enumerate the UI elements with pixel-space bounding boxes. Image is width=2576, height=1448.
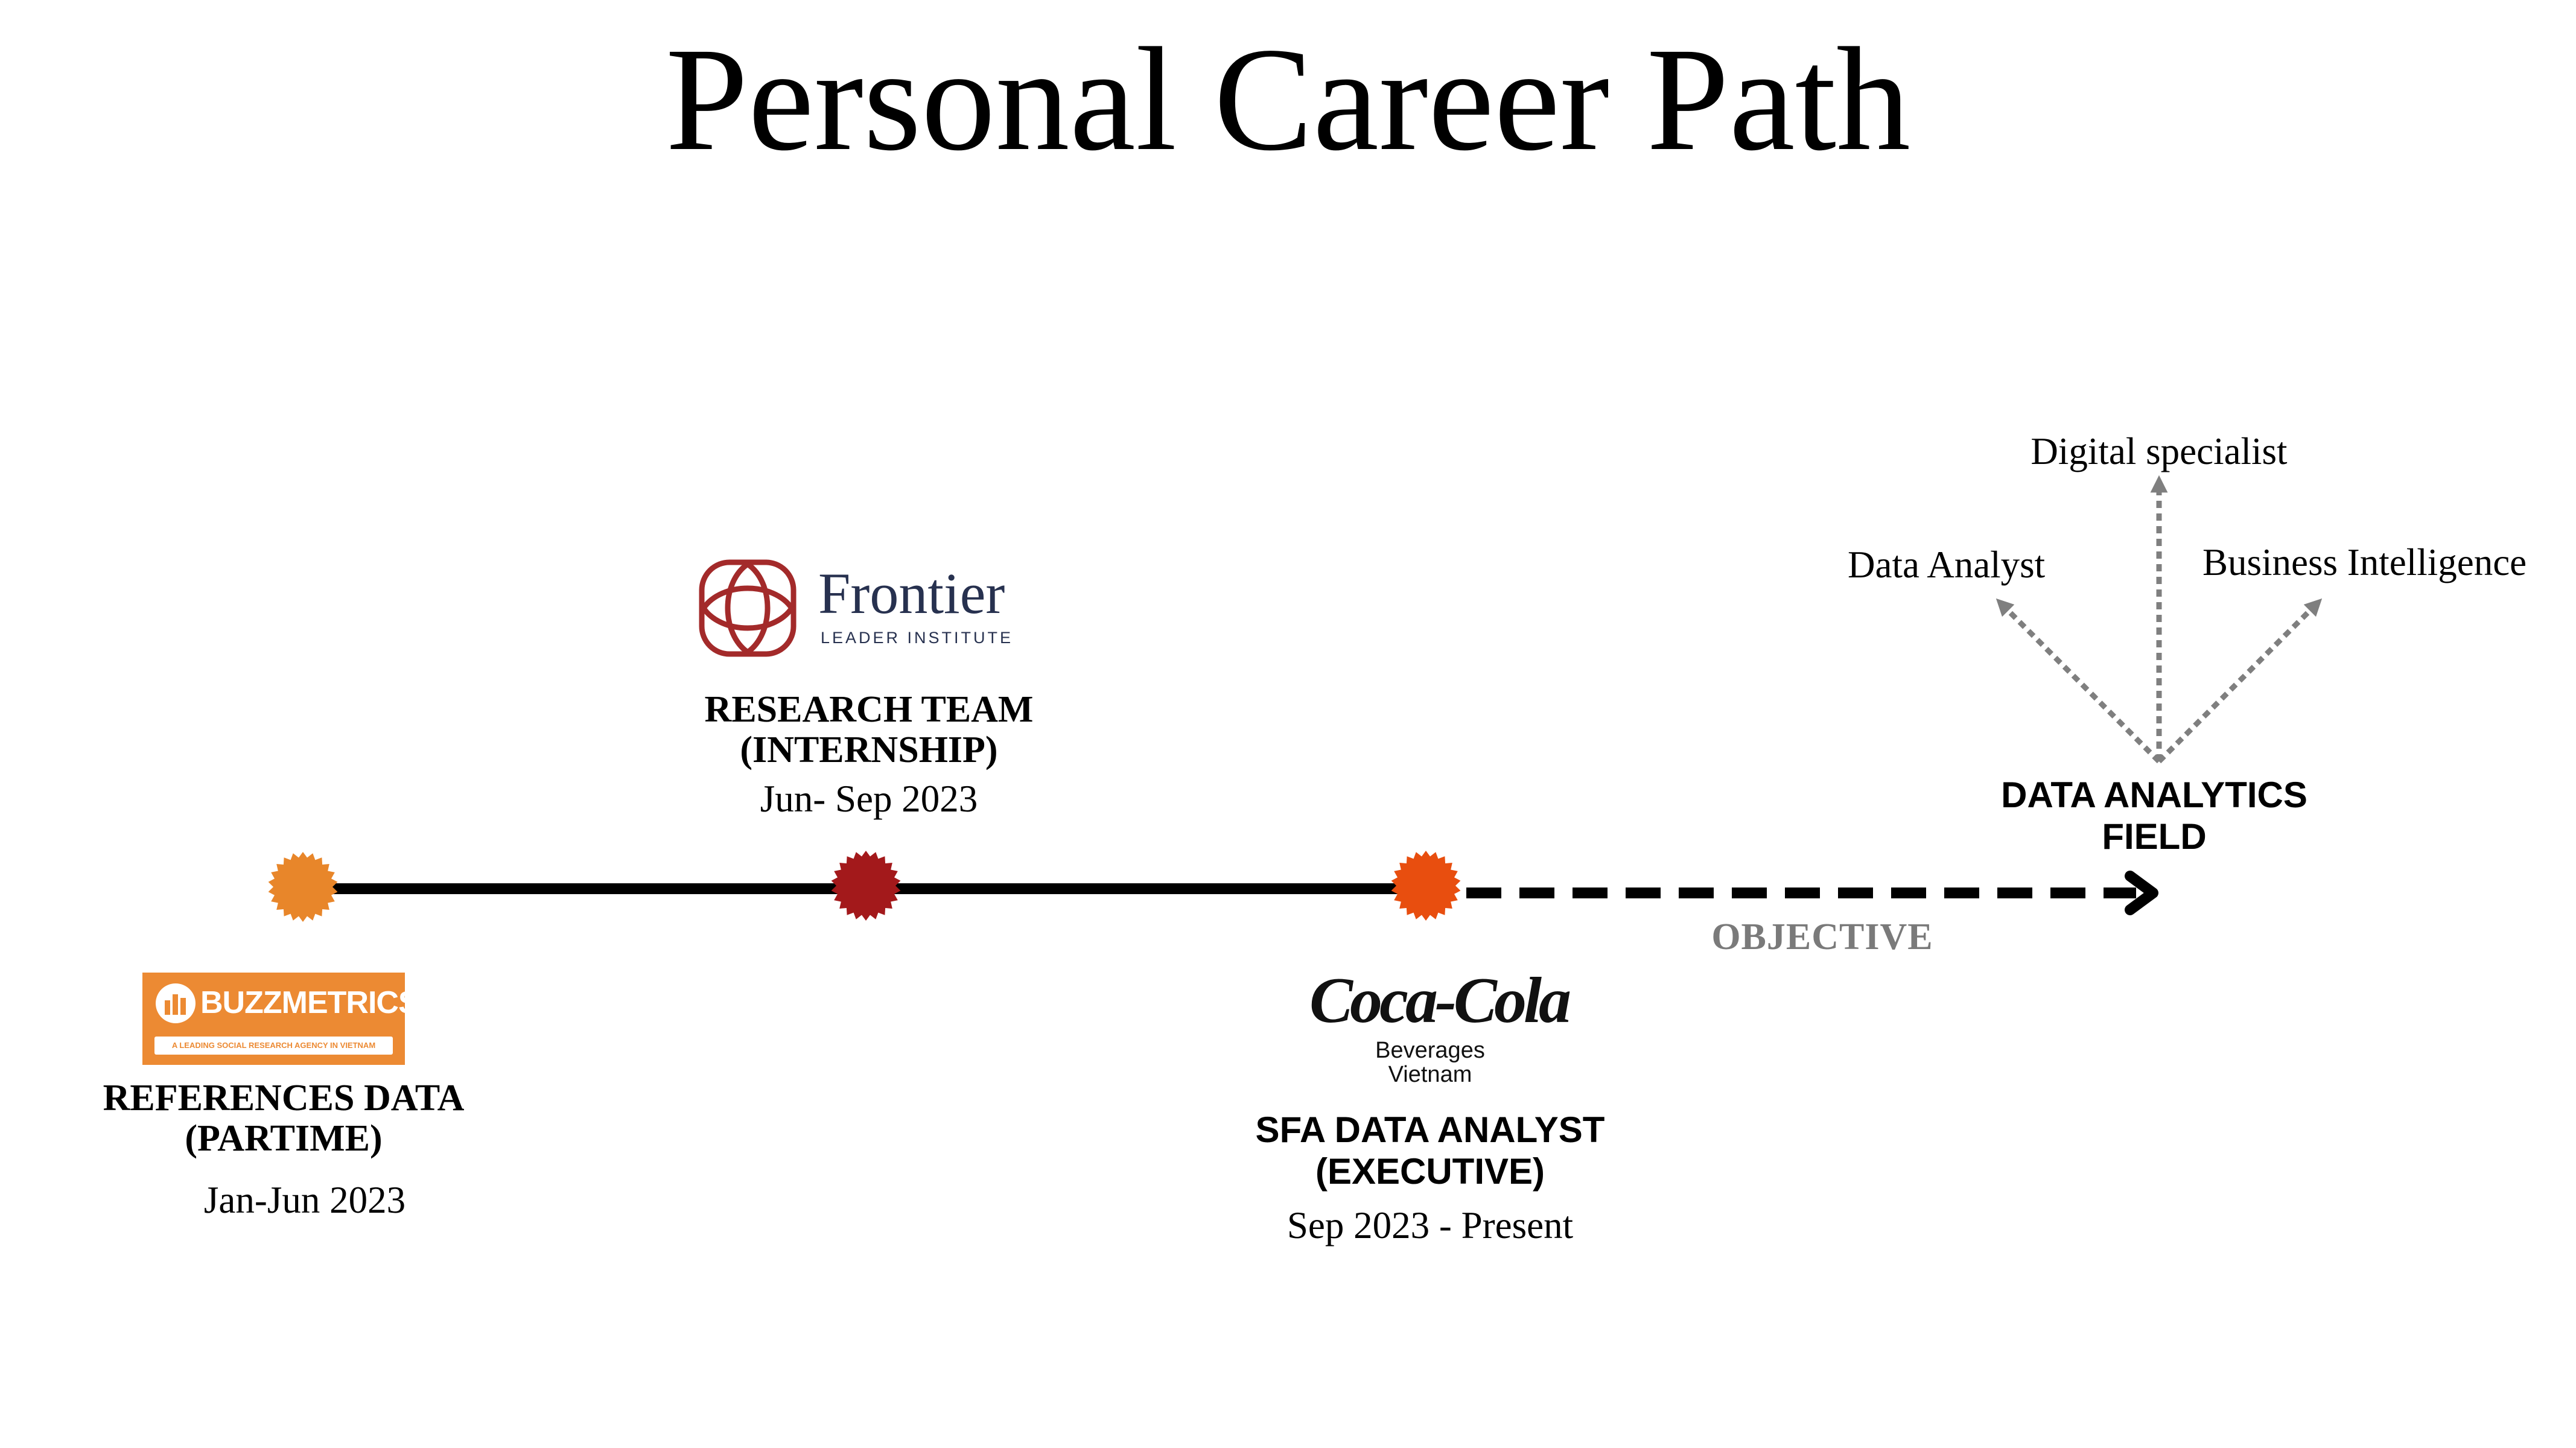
milestone-3-role: SFA DATA ANALYST (EXECUTIVE)	[1189, 1109, 1671, 1192]
milestone-3-role-line1: SFA DATA ANALYST	[1255, 1110, 1605, 1150]
coca-cola-logo-tagline: Beverages Vietnam	[1309, 1038, 1551, 1087]
milestone-1-role-line1: REFERENCES DATA	[103, 1078, 465, 1119]
buzzmetrics-icon	[156, 983, 196, 1023]
branch-label-business-intelligence: Business Intelligence	[2202, 541, 2527, 583]
objective-target-line1: DATA ANALYTICS	[2001, 775, 2307, 815]
coca-cola-tagline-line2: Vietnam	[1388, 1061, 1472, 1087]
page-title: Personal Career Path	[665, 17, 1910, 182]
milestone-marker-2	[831, 851, 901, 921]
branch-label-data-analyst: Data Analyst	[1848, 544, 2046, 586]
milestone-1-role: REFERENCES DATA (PARTIME)	[42, 1078, 525, 1159]
milestone-2-date: Jun- Sep 2023	[760, 778, 978, 820]
frontier-logo-name: Frontier	[818, 561, 1005, 626]
buzzmetrics-logo: BUZZMETRICS A LEADING SOCIAL RESEARCH AG…	[142, 973, 419, 1065]
objective-label: OBJECTIVE	[1711, 916, 1933, 957]
coca-cola-logo-script: Coca-Cola	[1309, 965, 1571, 1037]
objective-target: DATA ANALYTICS FIELD	[1913, 774, 2396, 857]
objective-arrowhead	[2125, 871, 2158, 915]
milestone-2-role-line1: RESEARCH TEAM	[704, 689, 1034, 730]
objective-target-line2: FIELD	[2102, 816, 2207, 857]
milestone-3-role-line2: (EXECUTIVE)	[1315, 1151, 1545, 1192]
milestone-2-role-line2: (INTERNSHIP)	[740, 729, 998, 770]
branch-arrow-business-intelligence	[2157, 598, 2323, 764]
milestone-1-role-line2: (PARTIME)	[185, 1117, 383, 1159]
branch-label-digital-specialist: Digital specialist	[2031, 430, 2288, 472]
buzzmetrics-logo-text: BUZZMETRICS	[200, 985, 419, 1020]
coca-cola-tagline-line1: Beverages	[1375, 1038, 1485, 1063]
frontier-logo-mark	[699, 559, 797, 657]
buzzmetrics-tagline: A LEADING SOCIAL RESEARCH AGENCY IN VIET…	[154, 1037, 393, 1055]
milestone-marker-3	[1391, 851, 1461, 921]
milestone-2-role: RESEARCH TEAM (INTERNSHIP)	[628, 690, 1110, 770]
milestone-3-date: Sep 2023 - Present	[1286, 1204, 1574, 1246]
frontier-logo-tagline: LEADER INSTITUTE	[821, 629, 1014, 647]
branch-arrow-data-analyst	[1996, 598, 2161, 764]
milestone-1-date: Jan-Jun 2023	[203, 1179, 406, 1221]
milestone-marker-1	[268, 852, 338, 922]
